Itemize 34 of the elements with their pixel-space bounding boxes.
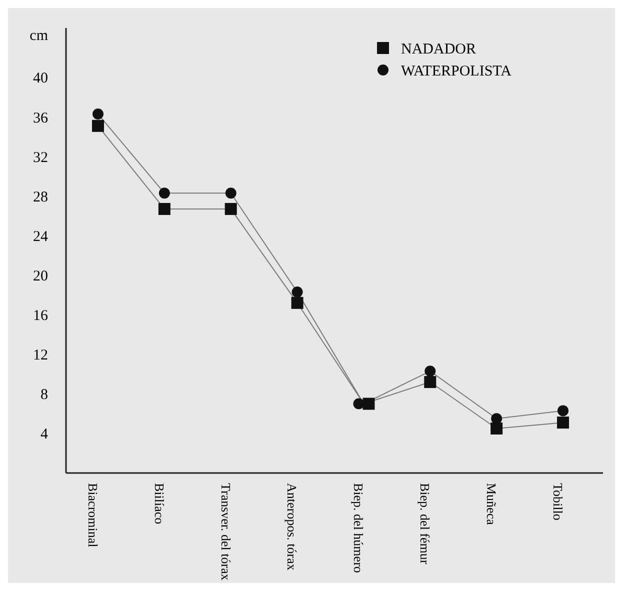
x-tick-label: Tobillo bbox=[550, 483, 566, 520]
x-tick-label: Biep. del húmero bbox=[351, 483, 366, 573]
point bbox=[224, 202, 237, 215]
y-tick-label: 16 bbox=[33, 308, 48, 324]
y-tick-label: 24 bbox=[33, 228, 48, 245]
point bbox=[557, 416, 569, 429]
y-tick-label: 40 bbox=[33, 70, 48, 87]
y-tick-label: 32 bbox=[33, 150, 48, 166]
point bbox=[291, 296, 304, 309]
legend-label: NADADOR bbox=[401, 41, 476, 58]
point bbox=[424, 366, 436, 377]
y-tick-label: 20 bbox=[33, 268, 48, 284]
legend-label: WATERPOLISTA bbox=[401, 63, 512, 80]
point bbox=[225, 188, 236, 199]
x-tick-label: Biep. del fémur bbox=[418, 483, 433, 565]
y-tick-label: 8 bbox=[40, 387, 48, 404]
point bbox=[424, 376, 436, 388]
x-tick-label: Muñeca bbox=[484, 483, 500, 526]
y-tick-label: 36 bbox=[33, 110, 48, 126]
point bbox=[490, 422, 503, 434]
point bbox=[158, 188, 170, 199]
point bbox=[158, 202, 170, 215]
point bbox=[292, 286, 303, 298]
x-tick-label: Biilíaco bbox=[152, 483, 167, 524]
y-tick-label: 28 bbox=[33, 189, 48, 206]
y-tick-label: 12 bbox=[33, 348, 48, 364]
x-tick-label: Anteropos. tórax bbox=[284, 483, 300, 571]
x-tick-label: Biacrominal bbox=[85, 483, 100, 548]
point bbox=[558, 405, 568, 416]
point bbox=[92, 108, 104, 120]
x-tick-label: Transver. del tórax bbox=[218, 483, 234, 581]
point bbox=[92, 120, 104, 132]
y-axis-title: cm bbox=[30, 28, 48, 44]
y-tick-label: 4 bbox=[40, 426, 48, 443]
